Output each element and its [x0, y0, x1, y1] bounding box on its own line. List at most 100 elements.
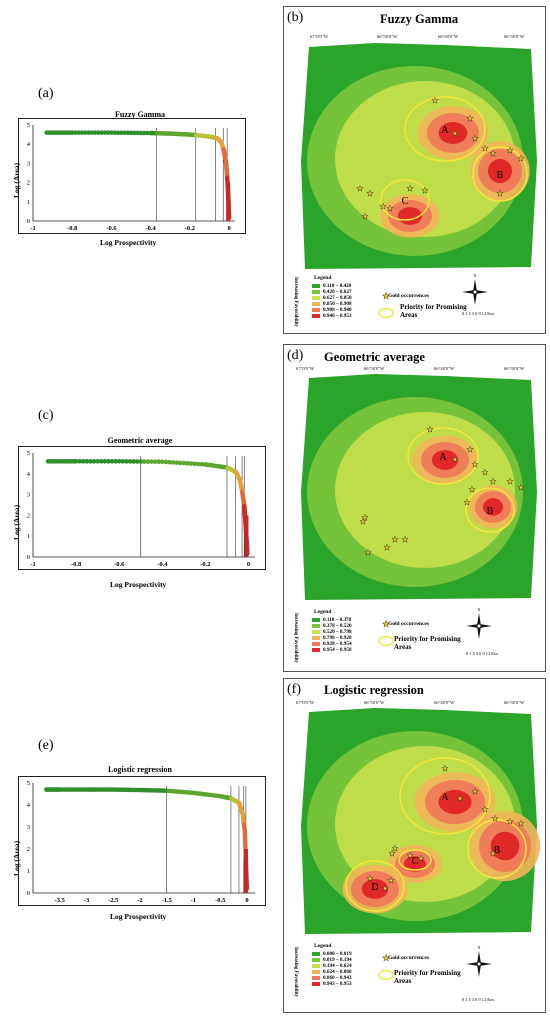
- gold-occurrence-icon: ★: [451, 455, 458, 464]
- priority-circle: [472, 146, 528, 202]
- chart-e-plot: 0 1 2 3 4 5 -3.5 -3 -2.5 -2 -1.5 -1 -0.5 0: [27, 780, 255, 904]
- chart-a-frame: 0 1 2 3 4 5 -1 -0.8 -0.6 -0.4 -0.2 0: [18, 118, 246, 234]
- gold-star-icon: ★: [382, 291, 390, 301]
- data-point: [163, 459, 169, 465]
- map-b-lon-2: 66°40'0"W: [438, 34, 459, 39]
- data-point: [128, 130, 134, 136]
- zone-label: C: [402, 196, 409, 207]
- x-tick-label: 0: [245, 897, 248, 904]
- x-tick-label: -0.4: [157, 561, 168, 568]
- gold-occurrence-icon: ★: [463, 498, 470, 507]
- south-arrow-icon: [477, 964, 481, 977]
- data-point: [116, 459, 122, 464]
- gold-occurrence-icon: ★: [489, 149, 496, 158]
- west-arrow-icon: [466, 962, 479, 966]
- data-point: [195, 461, 201, 467]
- data-point: [73, 130, 78, 135]
- legend-range-label: 0.000 – 0.019: [323, 951, 352, 957]
- gold-occurrence-icon: ★: [366, 189, 373, 198]
- gold-star-icon: ★: [382, 953, 390, 963]
- gold-occurrence-icon: ★: [361, 513, 368, 522]
- legend-swatch: [312, 289, 320, 294]
- legend-range-label: 0.943 – 0.953: [323, 981, 352, 987]
- legend-swatch: [312, 963, 320, 968]
- x-tick-label: -3.5: [55, 897, 66, 904]
- chart-c-plot: 0 1 2 3 4 5 -1 -0.8 -0.6 -0.4 -0.2 0: [27, 450, 255, 568]
- chart-c-title: Geometric average: [107, 436, 173, 445]
- legend-row: 0.378 – 0.520: [312, 623, 352, 629]
- map-d-lon-2: 66°40'0"W: [434, 366, 455, 371]
- y-tick-label: 4: [27, 802, 31, 809]
- data-point: [138, 459, 144, 464]
- gold-occurrence-icon: ★: [481, 144, 488, 153]
- data-point: [152, 459, 158, 464]
- zone-highest: [490, 831, 520, 861]
- y-tick-label: 4: [27, 141, 31, 148]
- priority-circle: [465, 487, 515, 533]
- priority-ellipse-icon: [378, 969, 394, 981]
- data-point: [192, 461, 197, 467]
- panel-letter-d: (d): [287, 348, 304, 363]
- gold-occurrence-icon: ★: [366, 874, 373, 883]
- data-point: [92, 130, 98, 135]
- data-point: [120, 459, 126, 464]
- zone-label: A: [439, 452, 447, 463]
- chart-a-ylabel: Log (Area): [12, 162, 21, 198]
- gold-occurrence-icon: ★: [468, 485, 475, 494]
- south-arrow-icon: [473, 292, 477, 305]
- gold-occurrence-icon: ★: [388, 849, 395, 858]
- data-point: [149, 459, 154, 464]
- x-tick-label: -2: [137, 897, 142, 904]
- x-tick-label: -0.6: [114, 561, 125, 568]
- gold-occurrence-icon: ★: [417, 854, 424, 863]
- map-d-priority-label: Priority for Promising Areas: [394, 635, 461, 651]
- zone-label: A: [441, 125, 449, 136]
- data-point: [113, 459, 118, 464]
- zone-label: D: [371, 882, 378, 893]
- compass-n-label: N: [478, 607, 481, 612]
- west-arrow-icon: [462, 290, 475, 294]
- legend-row: 0.420 – 0.627: [312, 289, 352, 295]
- gold-occurrence-icon: ★: [379, 202, 386, 211]
- data-point: [106, 459, 111, 464]
- legend-range-label: 0.798 – 0.928: [323, 635, 352, 641]
- legend-row: 0.624 – 0.860: [312, 969, 352, 975]
- gold-occurrence-icon: ★: [426, 425, 433, 434]
- map-f-north-arrow: N: [466, 945, 492, 977]
- data-point: [102, 130, 108, 135]
- gold-occurrence-icon: ★: [489, 849, 496, 858]
- compass-n-label: N: [474, 273, 477, 278]
- gold-occurrence-icon: ★: [481, 468, 488, 477]
- y-tick-label: 2: [27, 180, 30, 187]
- terminal-bar: [243, 849, 248, 893]
- x-tick-label: -0.8: [71, 561, 82, 568]
- data-point: [112, 130, 118, 136]
- zone-label: A: [441, 792, 449, 803]
- map-d-title: Geometric average: [324, 350, 425, 364]
- east-arrow-icon: [479, 624, 492, 628]
- chart-a-plot: 0 1 2 3 4 5 -1 -0.8 -0.6 -0.4 -0.2 0: [27, 122, 235, 232]
- gold-occurrence-icon: ★: [466, 114, 473, 123]
- map-d-north-arrow: N: [466, 607, 492, 639]
- data-point: [86, 130, 91, 135]
- map-b-lon-3: 66°30'0"W: [504, 34, 525, 39]
- y-tick-label: 3: [27, 160, 30, 167]
- legend-range-label: 0.928 – 0.954: [323, 641, 352, 647]
- chart-e-xlabel: Log Prospectivity: [110, 912, 167, 921]
- chart-c-ylabel: Log (Area): [12, 504, 21, 540]
- x-tick-label: -0.6: [106, 225, 117, 232]
- zone-highest: [438, 789, 472, 815]
- gold-occurrence-icon: ★: [359, 517, 366, 526]
- data-point: [82, 130, 88, 135]
- gold-occurrence-icon: ★: [356, 184, 363, 193]
- zone-label: C: [412, 856, 419, 867]
- data-point: [109, 459, 115, 464]
- zone-highest: [487, 158, 513, 184]
- data-point: [96, 130, 101, 135]
- map-d-increasing-favorability: Increasing Favorability: [293, 613, 298, 664]
- gold-occurrence-icon: ★: [387, 876, 394, 885]
- gold-occurrence-icon: ★: [471, 134, 478, 143]
- data-point: [174, 460, 179, 465]
- terminal-bar: [226, 182, 231, 221]
- data-point: [99, 130, 104, 135]
